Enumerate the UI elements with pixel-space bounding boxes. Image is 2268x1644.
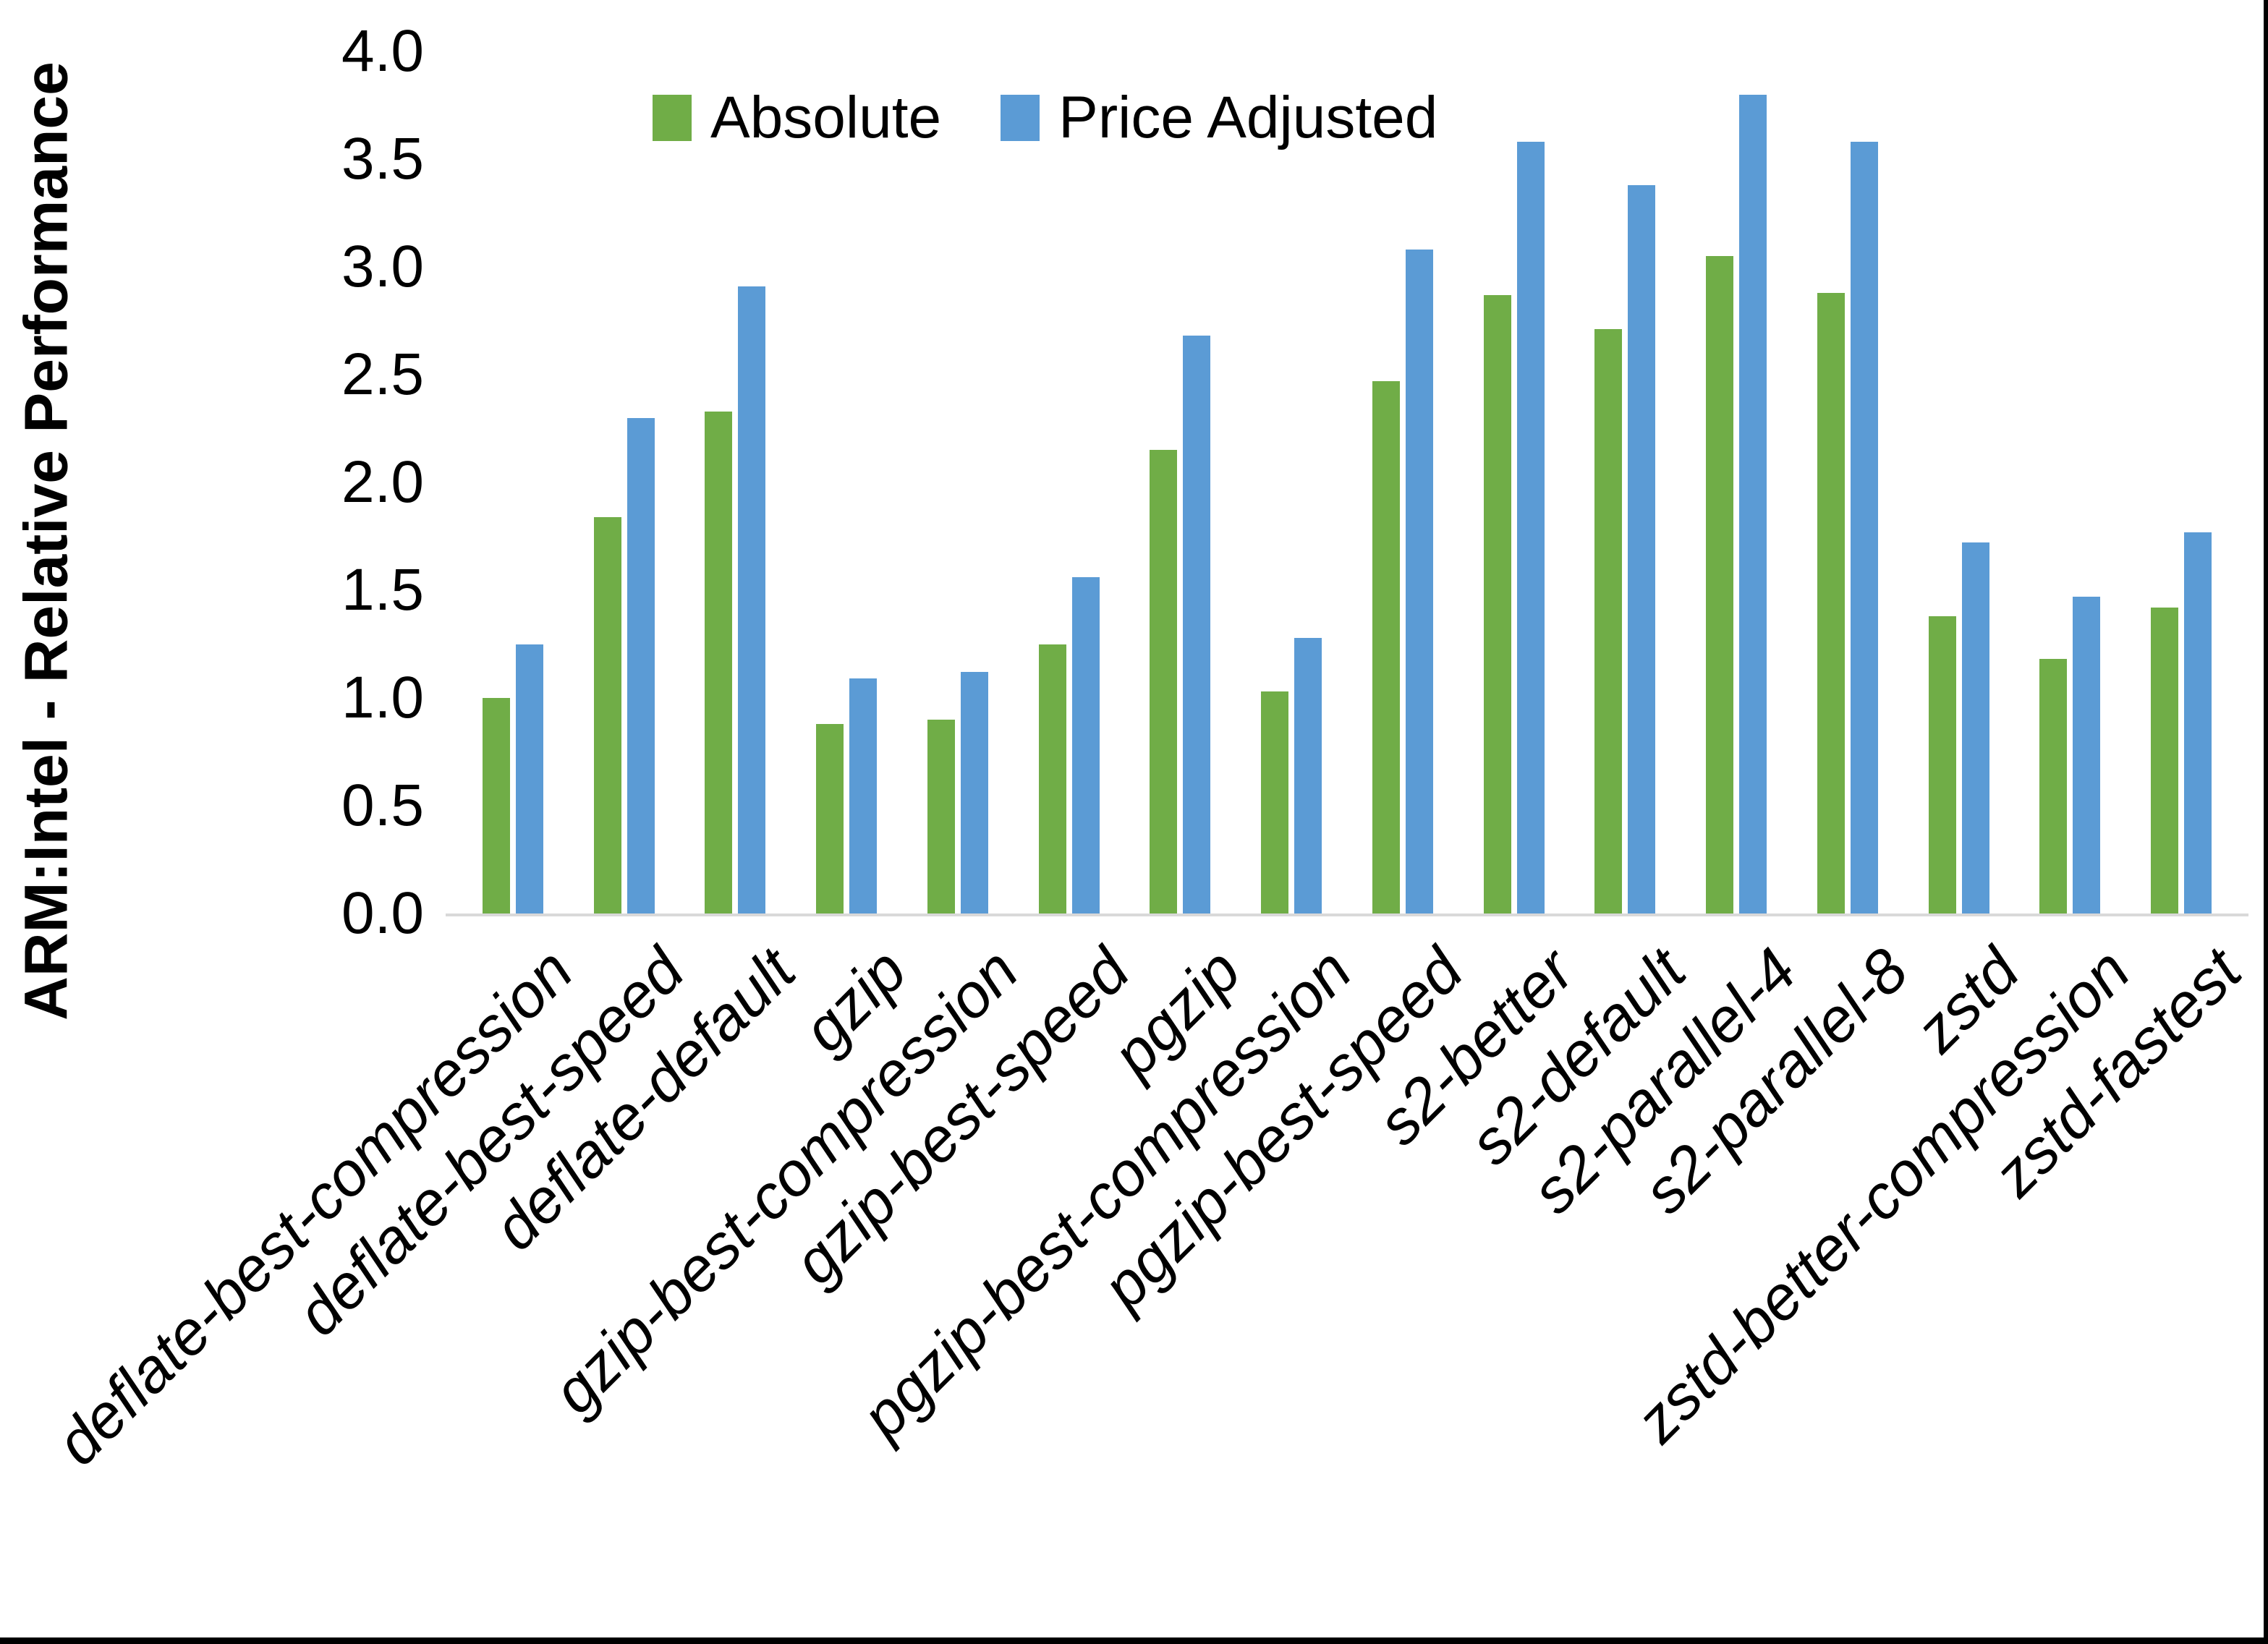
bar-absolute-pgzip [1150, 450, 1178, 913]
x-axis-line [446, 913, 2248, 916]
legend-item-price-adjusted: Price Adjusted [1001, 88, 1437, 148]
bar-absolute-s2-better [1483, 294, 1511, 913]
bar-absolute-pgzip-best-compression [1261, 691, 1289, 913]
y-tick-label-2.5: 2.5 [341, 341, 424, 407]
y-axis-title: ARM:Intel - Relative Performance [12, 61, 80, 1021]
legend-swatch-price-adjusted [1001, 95, 1040, 141]
bar-price-adjusted-gzip [849, 678, 878, 913]
bar-absolute-zstd-better-compression [2039, 659, 2068, 913]
bar-absolute-gzip-best-speed [1038, 644, 1066, 913]
plot-area [446, 51, 2248, 916]
legend-swatch-absolute [653, 95, 692, 141]
y-tick-label-1.5: 1.5 [341, 557, 424, 623]
y-tick-label-3.0: 3.0 [341, 234, 424, 299]
bar-price-adjusted-pgzip [1183, 336, 1211, 913]
bar-absolute-gzip [816, 723, 844, 913]
bar-absolute-zstd [1928, 616, 1956, 913]
bar-price-adjusted-pgzip-best-speed [1405, 250, 1433, 913]
bar-absolute-pgzip-best-speed [1372, 380, 1400, 913]
bar-absolute-deflate-best-compression [482, 698, 510, 913]
y-tick-label-3.5: 3.5 [341, 126, 424, 192]
bar-absolute-s2-parallel-4 [1706, 256, 1734, 913]
y-tick-label-2.0: 2.0 [341, 449, 424, 515]
bar-price-adjusted-zstd-better-compression [2073, 596, 2101, 913]
bar-price-adjusted-deflate-default [738, 286, 766, 913]
y-tick-label-4.0: 4.0 [341, 18, 424, 84]
bar-absolute-deflate-best-speed [593, 516, 621, 913]
bar-absolute-zstd-fastest [2151, 607, 2179, 913]
bar-absolute-deflate-default [705, 411, 733, 913]
bar-absolute-s2-default [1594, 329, 1623, 913]
bar-price-adjusted-s2-better [1516, 142, 1545, 913]
bar-price-adjusted-pgzip-best-compression [1294, 637, 1322, 913]
bar-price-adjusted-deflate-best-speed [627, 417, 655, 913]
y-tick-label-0.0: 0.0 [341, 880, 424, 946]
bar-absolute-gzip-best-compression [927, 719, 955, 913]
bar-price-adjusted-s2-parallel-8 [1850, 142, 1878, 913]
bar-price-adjusted-s2-default [1628, 184, 1656, 913]
legend-label-absolute: Absolute [710, 85, 942, 150]
bar-price-adjusted-zstd-fastest [2184, 532, 2212, 913]
legend-label-price-adjusted: Price Adjusted [1058, 85, 1438, 150]
bar-price-adjusted-deflate-best-compression [515, 644, 543, 913]
bar-price-adjusted-gzip-best-speed [1071, 577, 1100, 913]
bar-price-adjusted-gzip-best-compression [960, 672, 988, 913]
legend: Absolute Price Adjusted [653, 88, 1437, 148]
y-tick-label-1.0: 1.0 [341, 665, 424, 731]
y-tick-label-0.5: 0.5 [341, 772, 424, 838]
bar-absolute-s2-parallel-8 [1817, 292, 1845, 913]
legend-item-absolute: Absolute [653, 88, 941, 148]
bar-price-adjusted-s2-parallel-4 [1739, 94, 1767, 913]
bar-price-adjusted-zstd [1961, 542, 1989, 913]
